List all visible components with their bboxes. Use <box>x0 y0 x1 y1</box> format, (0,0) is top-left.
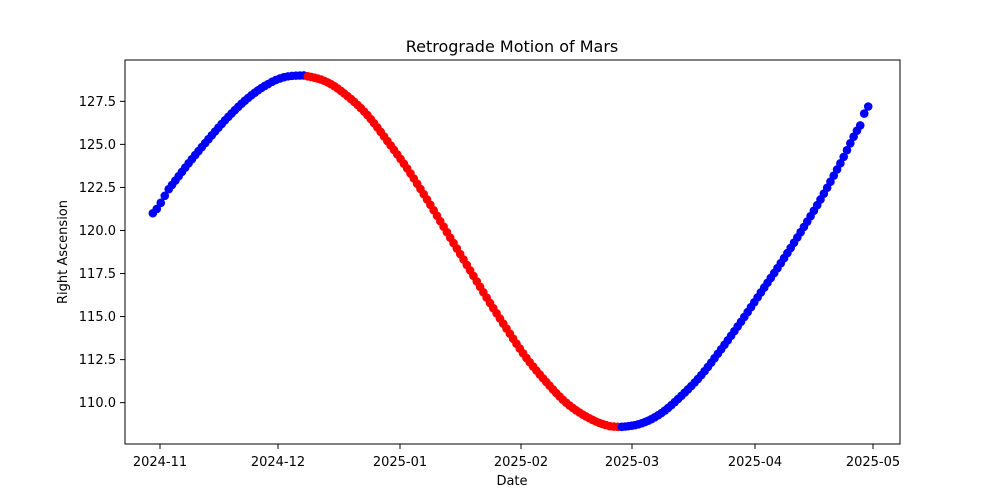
x-axis-label: Date <box>496 474 527 489</box>
data-point <box>156 198 166 208</box>
y-tick-label: 112.5 <box>79 353 116 368</box>
y-tick-label: 125.0 <box>79 138 116 153</box>
y-axis-label: Right Ascension <box>56 200 71 304</box>
x-tick-label: 2024-12 <box>251 455 305 470</box>
data-point <box>842 145 852 155</box>
data-point <box>160 191 170 201</box>
data-point <box>152 204 162 214</box>
y-ticks: 110.0 112.5 115.0 117.5 120.0 122.5 125.0 127.5 <box>79 95 125 411</box>
y-tick-label: 110.0 <box>79 396 116 411</box>
x-tick-label: 2025-05 <box>846 455 900 470</box>
data-point <box>846 139 855 148</box>
y-tick-label: 120.0 <box>79 224 116 239</box>
x-tick-label: 2025-02 <box>494 455 548 470</box>
x-tick-label: 2025-04 <box>728 455 782 470</box>
x-tick-label: 2025-03 <box>605 455 659 470</box>
chart-title: Retrograde Motion of Mars <box>406 37 619 56</box>
data-point <box>836 159 845 168</box>
data-point <box>855 121 865 130</box>
y-tick-label: 115.0 <box>79 310 116 325</box>
plot-area: 2024-11 2024-12 2025-01 2025-02 2025-03 2025-… <box>79 59 901 470</box>
x-ticks: 2024-11 2024-12 2025-01 2025-02 2025-03 2025-… <box>133 444 900 470</box>
data-point <box>863 102 873 111</box>
y-tick-label: 127.5 <box>79 95 116 110</box>
series-points <box>148 71 873 432</box>
y-tick-label: 122.5 <box>79 181 116 196</box>
x-tick-label: 2024-11 <box>133 455 187 470</box>
data-point <box>859 109 869 118</box>
y-tick-label: 117.5 <box>79 267 116 282</box>
plot-frame <box>124 59 901 445</box>
x-tick-label: 2025-01 <box>373 455 427 470</box>
data-point <box>839 152 848 162</box>
